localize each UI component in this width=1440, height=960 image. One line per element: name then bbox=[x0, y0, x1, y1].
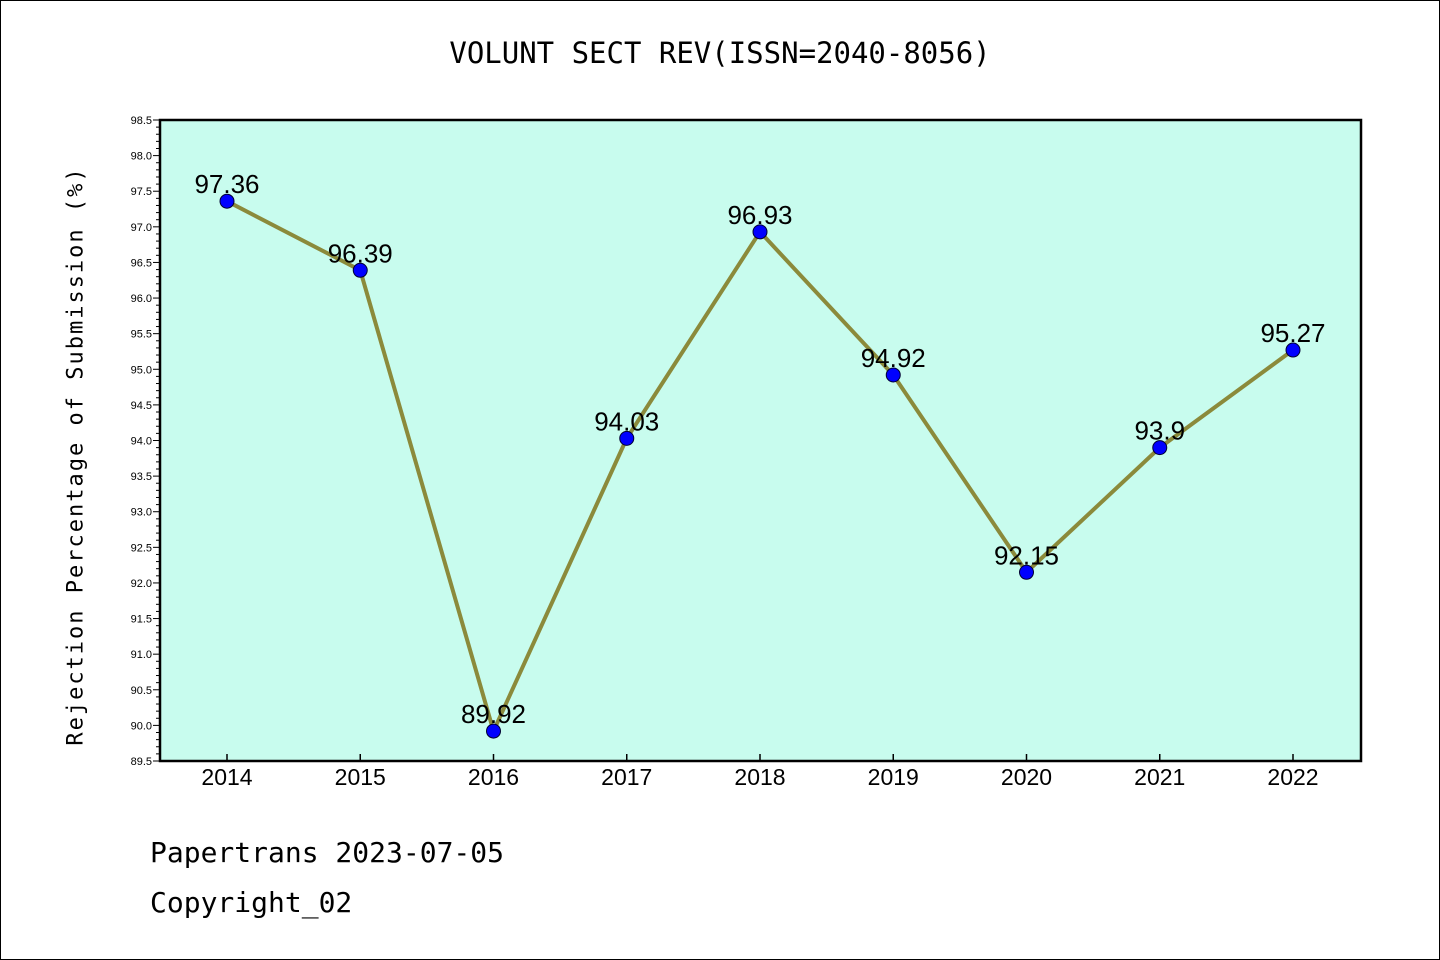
data-label: 96.39 bbox=[328, 238, 393, 268]
footer-copyright: Copyright_02 bbox=[150, 886, 353, 919]
series-group: 97.36 96.39 89.92 94.03 96.93 94.92 92.15 93.9 9… bbox=[194, 169, 1326, 739]
y-tick-label: 96.0 bbox=[131, 293, 152, 305]
y-tick-label: 91.0 bbox=[131, 649, 152, 661]
y-tick-label: 90.0 bbox=[131, 720, 152, 732]
x-tick-label: 2016 bbox=[468, 764, 519, 790]
y-tick-label: 97.0 bbox=[131, 222, 152, 234]
x-tick-label: 2015 bbox=[335, 764, 386, 790]
y-tick-label: 91.5 bbox=[131, 614, 152, 626]
data-point bbox=[1019, 564, 1034, 580]
footer-source: Papertrans 2023-07-05 bbox=[150, 836, 505, 869]
data-label: 89.92 bbox=[461, 699, 526, 729]
data-label: 94.03 bbox=[594, 406, 659, 436]
data-point bbox=[619, 430, 635, 446]
y-axis: 89.5 90.0 90.5 91.0 91.5 92.0 92.5 93.0 93.5 94.0… bbox=[131, 115, 160, 768]
data-label: 97.36 bbox=[194, 169, 259, 199]
x-tick-label: 2021 bbox=[1134, 764, 1185, 790]
x-tick-label: 2020 bbox=[1001, 764, 1052, 790]
data-point bbox=[1152, 440, 1168, 456]
data-label: 96.93 bbox=[727, 200, 792, 230]
plot-border bbox=[158, 118, 1363, 763]
x-tick-label: 2014 bbox=[201, 764, 252, 790]
data-label: 94.92 bbox=[861, 343, 926, 373]
y-tick-label: 96.5 bbox=[131, 257, 152, 269]
y-tick-label: 92.5 bbox=[131, 542, 152, 554]
data-label: 92.15 bbox=[994, 540, 1059, 570]
y-tick-label: 95.5 bbox=[131, 329, 152, 341]
data-point bbox=[486, 723, 501, 739]
data-point bbox=[219, 193, 235, 209]
y-tick-label: 94.0 bbox=[131, 436, 152, 448]
y-tick-label: 95.0 bbox=[131, 364, 152, 376]
y-tick-label: 94.5 bbox=[131, 400, 152, 412]
y-tick-label: 90.5 bbox=[131, 685, 152, 697]
x-tick-label: 2017 bbox=[601, 764, 652, 790]
data-label: 93.9 bbox=[1134, 416, 1185, 446]
x-tick-label: 2022 bbox=[1267, 764, 1318, 790]
y-tick-label: 97.5 bbox=[131, 186, 152, 198]
data-label: 95.27 bbox=[1260, 318, 1325, 348]
data-point bbox=[752, 224, 768, 240]
data-point bbox=[1285, 342, 1301, 358]
x-tick-label: 2018 bbox=[734, 764, 785, 790]
y-tick-label: 93.5 bbox=[131, 471, 152, 483]
data-point bbox=[885, 367, 901, 383]
y-tick-label: 92.0 bbox=[131, 578, 152, 590]
x-tick-label: 2019 bbox=[868, 764, 919, 790]
x-axis: 2014 2015 2016 2017 2018 2019 2020 2021 2022 bbox=[201, 754, 1319, 790]
y-tick-label: 98.5 bbox=[131, 115, 152, 127]
y-tick-label: 98.0 bbox=[131, 151, 152, 163]
chart-title: VOLUNT SECT REV(ISSN=2040-8056) bbox=[449, 36, 991, 70]
y-tick-label: 93.0 bbox=[131, 507, 152, 519]
y-tick-label: 89.5 bbox=[131, 756, 152, 768]
data-point bbox=[352, 262, 368, 278]
